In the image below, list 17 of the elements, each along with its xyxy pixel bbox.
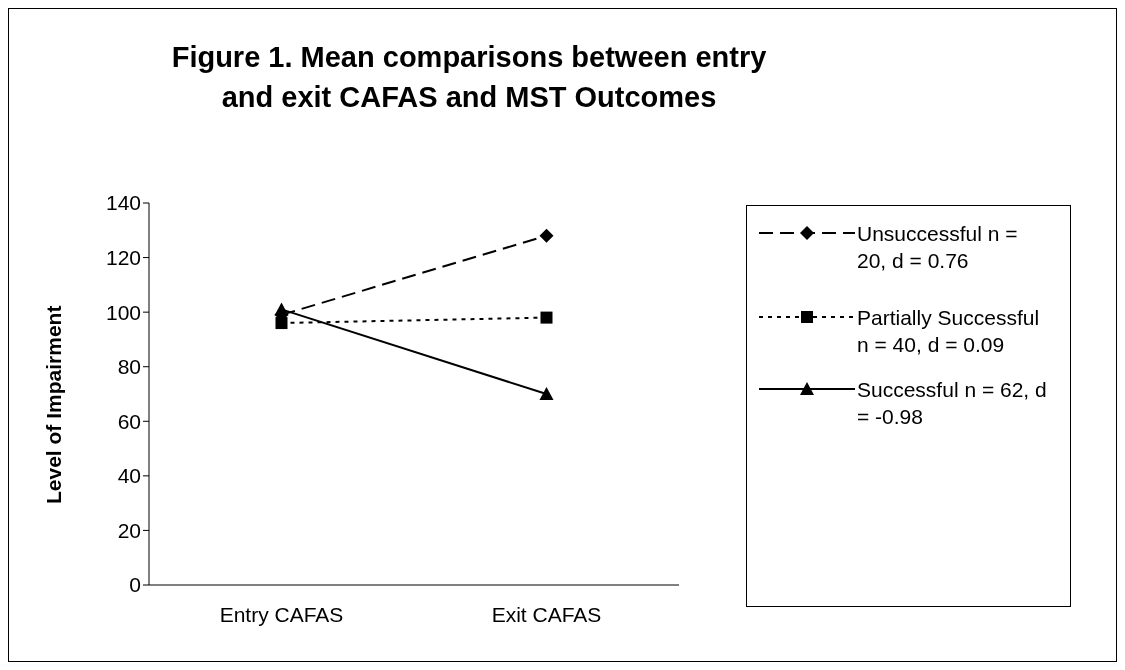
y-tick-label: 80 [117,355,141,379]
y-tick-label: 120 [105,246,141,270]
point [540,311,553,324]
y-tick-label: 60 [117,409,141,433]
point [539,228,554,243]
y-tick-label: 140 [105,191,141,215]
y-tick-label: 20 [117,518,141,542]
legend-label: Unsuccessful n = 20, d = 0.76 [857,221,1019,274]
legend-label: Successful n = 62, d = -0.98 [857,377,1047,430]
y-axis-title: Level of Impairment [42,305,66,504]
y-tick-label: 40 [117,464,141,488]
chart-title: Figure 1. Mean comparisons between entry and exit CAFAS and MST Outcomes [170,40,768,115]
x-tick-label: Entry CAFAS [219,602,344,626]
legend-label: Partially Successful n = 40, d = 0.09 [857,305,1041,358]
x-tick-label: Exit CAFAS [491,602,602,626]
y-tick-label: 0 [129,573,141,597]
y-tick-label: 100 [105,300,141,324]
